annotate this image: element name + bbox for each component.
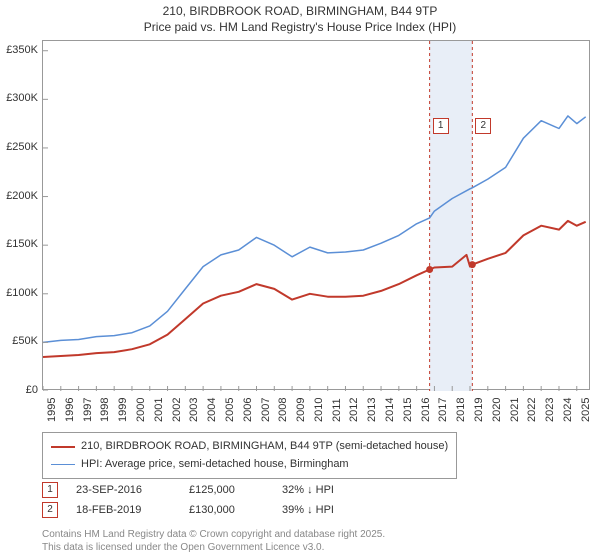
- series-property: [43, 221, 586, 357]
- y-tick-label: £150K: [0, 238, 38, 250]
- sale-pct: 39% ↓ HPI: [282, 504, 382, 516]
- x-tick-label: 2015: [402, 398, 414, 422]
- plot-area: [42, 40, 590, 390]
- x-tick-label: 2000: [135, 398, 147, 422]
- legend-swatch: [51, 464, 75, 465]
- x-tick-label: 2004: [206, 398, 218, 422]
- x-tick-label: 1996: [64, 398, 76, 422]
- x-tick-label: 2001: [153, 398, 165, 422]
- x-tick-label: 2016: [420, 398, 432, 422]
- sale-date: 23-SEP-2016: [76, 484, 171, 496]
- x-tick-label: 2005: [224, 398, 236, 422]
- y-tick-label: £100K: [0, 287, 38, 299]
- marker-label-1: 1: [433, 118, 449, 134]
- sale-date: 18-FEB-2019: [76, 504, 171, 516]
- y-tick-label: £50K: [0, 335, 38, 347]
- x-tick-label: 2012: [348, 398, 360, 422]
- legend-box: 210, BIRDBROOK ROAD, BIRMINGHAM, B44 9TP…: [42, 432, 457, 479]
- x-tick-label: 1995: [46, 398, 58, 422]
- legend-row: 210, BIRDBROOK ROAD, BIRMINGHAM, B44 9TP…: [51, 438, 448, 456]
- x-tick-label: 2003: [188, 398, 200, 422]
- chart-container: 210, BIRDBROOK ROAD, BIRMINGHAM, B44 9TP…: [0, 0, 600, 560]
- copyright-line-2: This data is licensed under the Open Gov…: [42, 541, 385, 554]
- title-line-1: 210, BIRDBROOK ROAD, BIRMINGHAM, B44 9TP: [0, 4, 600, 20]
- x-tick-label: 2020: [491, 398, 503, 422]
- legend-label: 210, BIRDBROOK ROAD, BIRMINGHAM, B44 9TP…: [81, 438, 448, 456]
- chart-title: 210, BIRDBROOK ROAD, BIRMINGHAM, B44 9TP…: [0, 0, 600, 35]
- sale-marker-2: 2: [42, 502, 58, 518]
- x-tick-label: 2013: [366, 398, 378, 422]
- x-tick-label: 2025: [580, 398, 592, 422]
- plot-svg: [43, 41, 591, 391]
- legend-label: HPI: Average price, semi-detached house,…: [81, 456, 349, 474]
- x-tick-label: 2021: [509, 398, 521, 422]
- x-tick-label: 2014: [384, 398, 396, 422]
- highlight-band: [430, 41, 473, 391]
- y-tick-label: £200K: [0, 190, 38, 202]
- title-line-2: Price paid vs. HM Land Registry's House …: [0, 20, 600, 36]
- x-tick-label: 1997: [82, 398, 94, 422]
- y-tick-label: £300K: [0, 92, 38, 104]
- sale-row: 2 18-FEB-2019 £130,000 39% ↓ HPI: [42, 500, 382, 520]
- sale-price: £125,000: [189, 484, 264, 496]
- sale-row: 1 23-SEP-2016 £125,000 32% ↓ HPI: [42, 480, 382, 500]
- x-tick-label: 2006: [242, 398, 254, 422]
- x-tick-label: 2022: [526, 398, 538, 422]
- x-tick-label: 2007: [260, 398, 272, 422]
- x-tick-label: 2009: [295, 398, 307, 422]
- sale-marker-1: 1: [42, 482, 58, 498]
- sale-point-2: [469, 261, 476, 268]
- y-tick-label: £350K: [0, 44, 38, 56]
- legend-swatch: [51, 446, 75, 448]
- x-tick-label: 2018: [455, 398, 467, 422]
- copyright-text: Contains HM Land Registry data © Crown c…: [42, 528, 385, 554]
- x-tick-label: 2011: [331, 398, 343, 422]
- x-tick-label: 2019: [473, 398, 485, 422]
- x-tick-label: 2024: [562, 398, 574, 422]
- legend-row: HPI: Average price, semi-detached house,…: [51, 456, 448, 474]
- sales-table: 1 23-SEP-2016 £125,000 32% ↓ HPI 2 18-FEB-201…: [42, 480, 382, 520]
- sale-point-1: [426, 266, 433, 273]
- x-tick-label: 2002: [171, 398, 183, 422]
- x-tick-label: 2008: [277, 398, 289, 422]
- y-tick-label: £0: [0, 384, 38, 396]
- x-tick-label: 1998: [99, 398, 111, 422]
- x-tick-label: 2010: [313, 398, 325, 422]
- x-tick-label: 1999: [117, 398, 129, 422]
- y-tick-label: £250K: [0, 141, 38, 153]
- marker-label-2: 2: [475, 118, 491, 134]
- copyright-line-1: Contains HM Land Registry data © Crown c…: [42, 528, 385, 541]
- sale-pct: 32% ↓ HPI: [282, 484, 382, 496]
- x-tick-label: 2023: [544, 398, 556, 422]
- series-hpi: [43, 116, 586, 343]
- x-tick-label: 2017: [437, 398, 449, 422]
- sale-price: £130,000: [189, 504, 264, 516]
